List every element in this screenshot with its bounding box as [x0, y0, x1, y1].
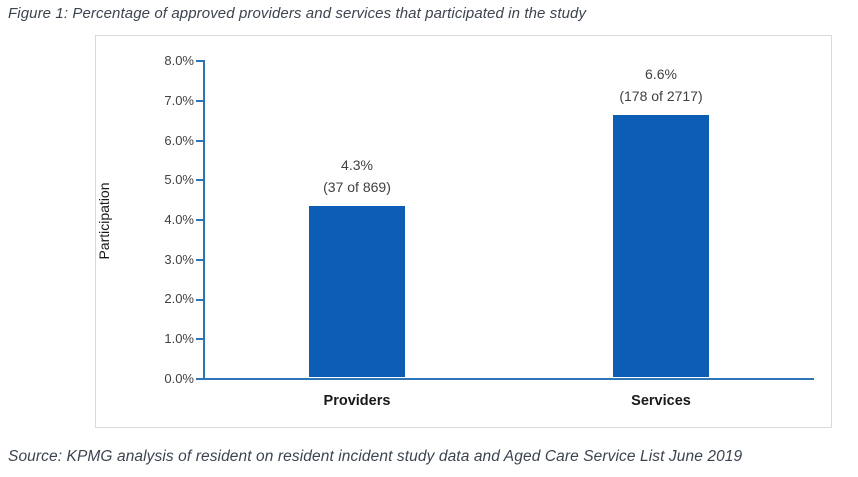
y-tick-label: 1.0% — [164, 331, 194, 346]
y-axis-line — [203, 60, 205, 380]
x-axis-line — [203, 378, 814, 380]
bar-services — [613, 114, 709, 377]
y-tick-label: 2.0% — [164, 291, 194, 306]
y-tick-mark — [196, 299, 204, 301]
y-tick-mark — [196, 219, 204, 221]
y-tick-label: 4.0% — [164, 212, 194, 227]
y-tick-label: 0.0% — [164, 371, 194, 386]
figure-source: Source: KPMG analysis of resident on res… — [8, 448, 743, 465]
y-tick-mark — [196, 338, 204, 340]
bar-value-count: (37 of 869) — [323, 179, 391, 196]
y-tick-label: 5.0% — [164, 172, 194, 187]
y-tick-mark — [196, 179, 204, 181]
y-tick-label: 7.0% — [164, 93, 194, 108]
bar-value-count: (178 of 2717) — [619, 87, 703, 104]
y-tick-label: 3.0% — [164, 252, 194, 267]
bar-label-providers: 4.3% (37 of 869) — [257, 154, 457, 198]
y-axis-title: Participation — [96, 182, 112, 260]
x-category-label-services: Services — [631, 393, 691, 409]
bar-label-services: 6.6% (178 of 2717) — [561, 63, 761, 107]
x-category-label-providers: Providers — [323, 393, 391, 409]
chart-frame: Participation 8.0% 7.0% 6.0% 5.0% 4.0% 3… — [95, 35, 832, 428]
bar-value-percent: 6.6% — [645, 65, 677, 82]
figure-title: Figure 1: Percentage of approved provide… — [8, 5, 587, 22]
y-tick-label: 8.0% — [164, 53, 194, 68]
bar-value-percent: 4.3% — [341, 157, 373, 174]
y-tick-mark — [196, 60, 204, 62]
y-tick-mark — [196, 378, 204, 380]
y-tick-label: 6.0% — [164, 133, 194, 148]
bar-providers — [309, 206, 405, 377]
y-tick-mark — [196, 140, 204, 142]
y-tick-mark — [196, 259, 204, 261]
y-tick-mark — [196, 100, 204, 102]
